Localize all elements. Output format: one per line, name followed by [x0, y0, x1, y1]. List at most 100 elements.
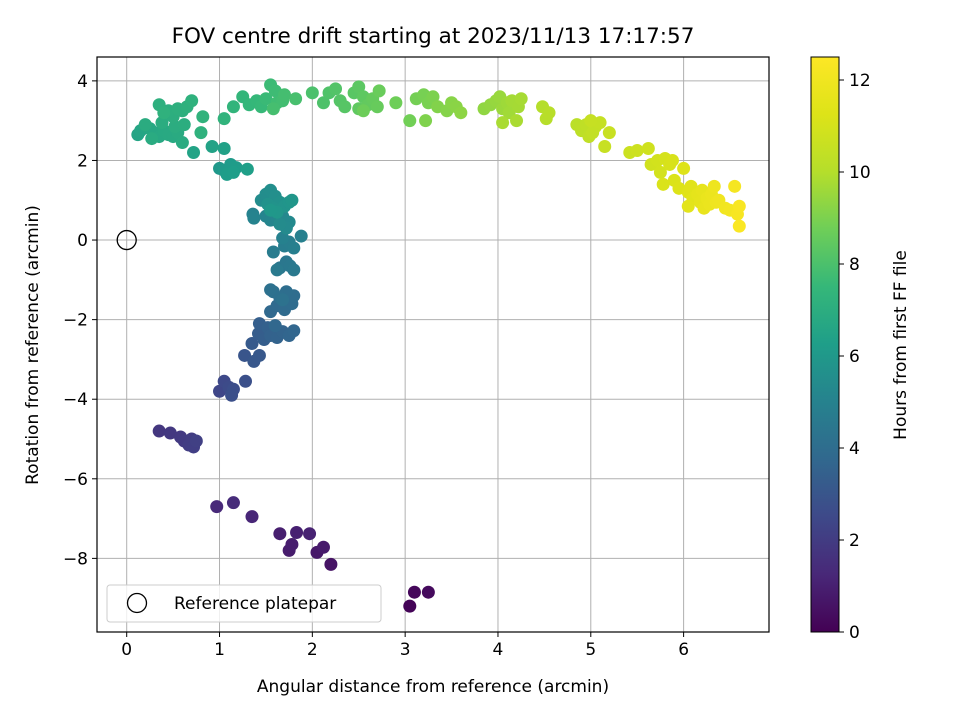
- data-point: [356, 104, 370, 118]
- x-tick-label: 5: [585, 640, 596, 660]
- y-axis-label: Rotation from reference (arcmin): [23, 205, 43, 485]
- data-point: [338, 100, 352, 114]
- data-point: [226, 496, 240, 510]
- data-point: [407, 585, 421, 599]
- y-tick-label: −6: [63, 470, 88, 490]
- legend-box: [106, 584, 382, 623]
- data-point: [217, 142, 231, 156]
- data-point: [239, 374, 253, 388]
- data-point: [389, 96, 403, 110]
- plot-frame: [96, 56, 770, 633]
- data-point: [352, 80, 366, 94]
- y-tick-label: 0: [77, 231, 88, 251]
- x-tick-label: 0: [121, 640, 132, 660]
- y-axis-ticks: −8 −6 −4 −2 0 2 4: [63, 72, 97, 569]
- data-point: [289, 92, 303, 106]
- data-point: [163, 426, 177, 440]
- data-point: [653, 165, 667, 179]
- data-point: [329, 82, 343, 96]
- data-point: [290, 526, 304, 540]
- data-point: [270, 263, 284, 277]
- colorbar: 0 2 4 6 8 10 12 Hours from first FF file: [810, 56, 911, 643]
- colorbar-tick-label: 0: [849, 623, 860, 643]
- data-point: [681, 199, 695, 213]
- colorbar-tick-label: 6: [849, 347, 860, 367]
- colorbar-tick-label: 2: [849, 531, 860, 551]
- data-point: [276, 293, 290, 307]
- data-point: [728, 179, 742, 193]
- data-point: [707, 179, 721, 193]
- data-point: [426, 90, 440, 104]
- reference-marker: [116, 229, 137, 251]
- data-point: [225, 388, 239, 402]
- data-point: [175, 136, 189, 150]
- data-point: [419, 114, 433, 128]
- data-point: [252, 348, 266, 362]
- data-point: [454, 106, 468, 120]
- data-point: [238, 348, 252, 362]
- data-point: [303, 527, 317, 541]
- x-axis-label: Angular distance from reference (arcmin): [257, 677, 609, 697]
- data-point: [187, 146, 201, 160]
- x-axis-ticks: 0 1 2 3 4 5 6: [121, 632, 689, 660]
- data-point: [656, 177, 670, 191]
- data-point: [189, 434, 203, 448]
- data-point: [316, 96, 330, 110]
- data-point: [264, 283, 278, 297]
- data-point: [305, 86, 319, 100]
- grid-lines: [97, 57, 769, 632]
- data-point: [287, 324, 301, 338]
- colorbar-ticks: 0 2 4 6 8 10 12: [839, 71, 871, 643]
- x-tick-label: 1: [214, 640, 225, 660]
- data-point: [287, 241, 301, 255]
- data-point: [732, 199, 746, 213]
- data-point: [403, 114, 417, 128]
- data-point: [372, 84, 386, 98]
- data-point: [264, 203, 278, 217]
- data-point: [273, 217, 287, 231]
- colorbar-tick-label: 12: [849, 71, 871, 91]
- colorbar-tick-label: 8: [849, 255, 860, 275]
- data-point: [194, 126, 208, 140]
- data-point: [240, 162, 254, 176]
- data-point: [316, 540, 330, 554]
- data-point: [602, 126, 616, 140]
- y-tick-label: −2: [63, 311, 88, 331]
- data-point: [205, 140, 219, 154]
- data-point: [285, 193, 299, 207]
- reference-point: [116, 229, 137, 251]
- data-point: [259, 92, 273, 106]
- data-point: [157, 106, 171, 120]
- data-point: [287, 263, 301, 277]
- x-tick-label: 6: [678, 640, 689, 660]
- data-point: [630, 144, 644, 158]
- data-point: [732, 219, 746, 233]
- x-tick-label: 3: [400, 640, 411, 660]
- y-tick-label: −8: [63, 549, 88, 569]
- x-tick-label: 4: [493, 640, 504, 660]
- data-point: [226, 100, 240, 114]
- y-tick-label: 2: [77, 151, 88, 171]
- data-points: [131, 78, 746, 613]
- data-point: [294, 229, 308, 243]
- data-point: [145, 132, 159, 146]
- colorbar-gradient: [810, 56, 840, 633]
- data-point: [277, 88, 291, 102]
- data-point: [665, 153, 679, 167]
- data-point: [514, 92, 528, 106]
- data-point: [542, 106, 556, 120]
- data-point: [403, 599, 417, 613]
- data-point: [266, 245, 280, 259]
- data-point: [276, 231, 290, 245]
- data-point: [370, 100, 384, 114]
- data-point: [273, 527, 287, 541]
- data-point: [138, 118, 152, 132]
- data-point: [226, 165, 240, 179]
- x-tick-label: 2: [307, 640, 318, 660]
- data-point: [598, 140, 612, 154]
- data-point: [196, 110, 210, 124]
- data-point: [177, 118, 191, 132]
- y-tick-label: 4: [77, 72, 88, 92]
- data-point: [496, 116, 510, 130]
